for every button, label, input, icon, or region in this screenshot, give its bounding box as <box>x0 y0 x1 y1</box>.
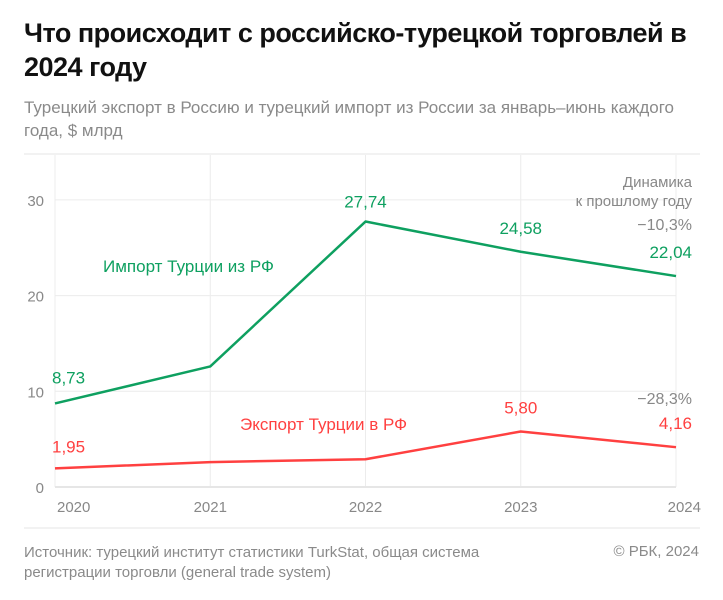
y-tick-label: 20 <box>27 289 44 306</box>
series-name-label: Экспорт Турции в РФ <box>240 415 407 434</box>
dynamics-header: к прошлому году <box>576 193 693 210</box>
x-tick-label: 2022 <box>349 499 382 516</box>
series-name-label: Импорт Турции из РФ <box>103 257 274 276</box>
copyright: © РБК, 2024 <box>613 543 699 560</box>
chart-title: Что происходит с российско-турецкой торг… <box>24 18 687 82</box>
chart-subtitle: Турецкий экспорт в Россию и турецкий имп… <box>24 98 675 140</box>
y-tick-label: 10 <box>27 384 44 401</box>
data-label: 22,04 <box>649 243 692 262</box>
x-tick-label: 2021 <box>194 499 227 516</box>
series-line <box>54 430 677 470</box>
change-label: −10,3% <box>637 217 692 234</box>
source-note: Источник: турецкий институт статистики T… <box>24 544 480 581</box>
data-label: 8,73 <box>52 368 85 387</box>
data-label: 4,16 <box>659 414 692 433</box>
data-label: 27,74 <box>344 193 387 212</box>
data-label: 1,95 <box>52 437 85 456</box>
y-tick-label: 30 <box>27 193 44 210</box>
x-tick-label: 2024 <box>668 499 701 516</box>
x-tick-label: 2023 <box>504 499 537 516</box>
dynamics-header: Динамика <box>623 174 693 191</box>
x-tick-label: 2020 <box>57 499 90 516</box>
data-label: 24,58 <box>499 219 542 238</box>
change-label: −28,3% <box>637 391 692 408</box>
series-line <box>54 220 677 405</box>
data-label: 5,80 <box>504 398 537 417</box>
y-tick-label: 0 <box>36 480 44 497</box>
